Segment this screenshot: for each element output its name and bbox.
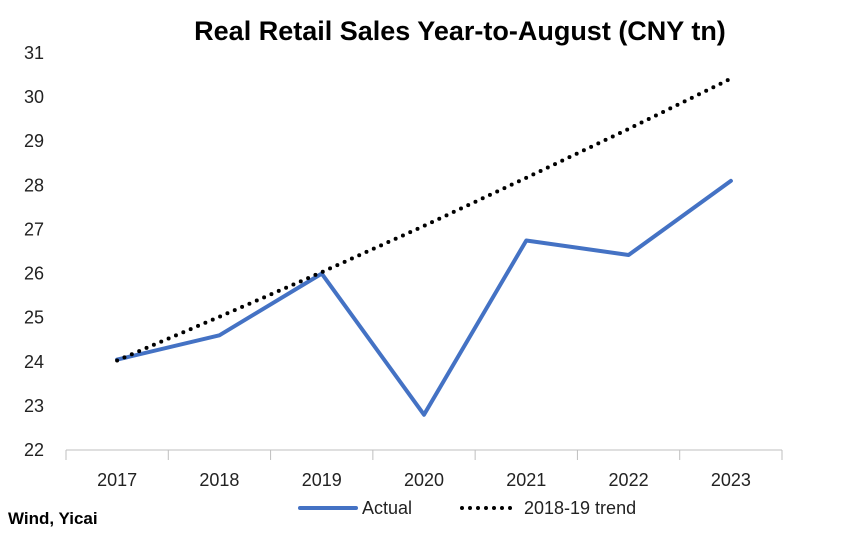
y-tick-label: 29 (24, 131, 44, 151)
x-axis: 2017 2018 2019 2020 2021 2022 2023 (65, 449, 783, 490)
series-line-2018-19-trend (115, 76, 733, 363)
y-tick-label: 24 (24, 352, 44, 372)
y-axis-ticks: 22 23 24 25 26 27 28 29 30 31 (24, 43, 44, 460)
y-tick-label: 30 (24, 87, 44, 107)
x-tick-label: 2019 (302, 470, 342, 490)
y-tick-label: 31 (24, 43, 44, 63)
y-tick-label: 28 (24, 175, 44, 195)
legend: Actual 2018-19 trend (298, 498, 636, 518)
x-tick-label: 2021 (506, 470, 546, 490)
y-tick-label: 26 (24, 264, 44, 284)
x-tick-label: 2020 (404, 470, 444, 490)
source-note: Wind, Yicai (8, 509, 98, 528)
legend-label: Actual (362, 498, 412, 518)
x-tick-label: 2017 (97, 470, 137, 490)
y-tick-label: 22 (24, 440, 44, 460)
chart-title: Real Retail Sales Year-to-August (CNY tn… (194, 16, 726, 46)
x-tick-label: 2018 (199, 470, 239, 490)
y-tick-label: 23 (24, 396, 44, 416)
series-line-actual (115, 178, 733, 417)
x-tick-label: 2023 (711, 470, 751, 490)
x-tick-label: 2022 (609, 470, 649, 490)
y-tick-label: 25 (24, 308, 44, 328)
y-tick-label: 27 (24, 219, 44, 239)
series-layer (115, 76, 733, 417)
legend-label: 2018-19 trend (524, 498, 636, 518)
